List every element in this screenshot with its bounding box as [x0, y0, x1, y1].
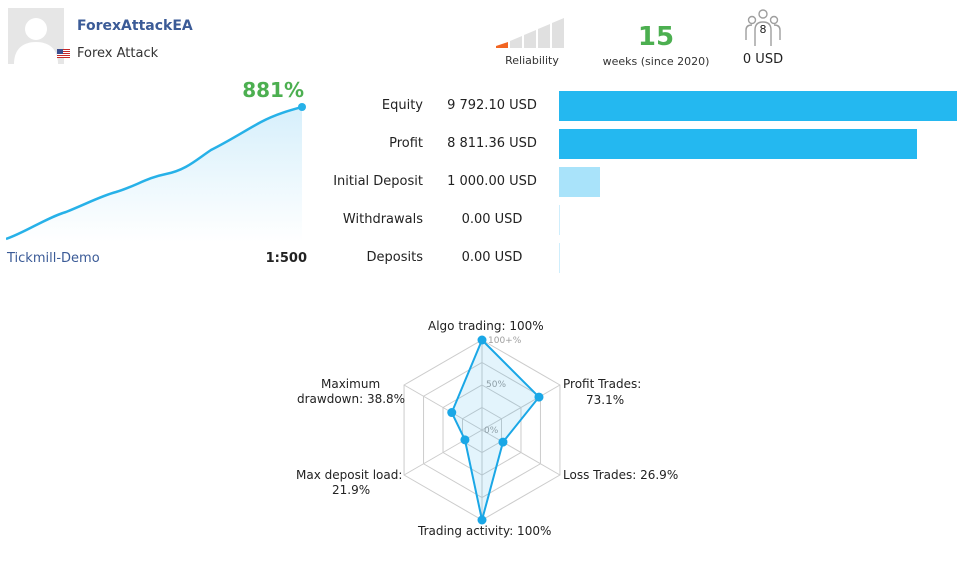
- radar-label-max-deposit-load-value: 21.9%: [332, 483, 371, 497]
- subscribers-value: 0 USD: [742, 52, 784, 67]
- radar-axis-3: [481, 429, 561, 476]
- reliability-bar-1: [496, 42, 508, 48]
- leverage: 1:500: [265, 251, 307, 266]
- stat-bar-withdrawals: [559, 205, 560, 235]
- stat-value-initial-deposit: 1 000.00 USD: [447, 174, 537, 189]
- radar-point-5: [460, 435, 470, 445]
- growth-area: [6, 107, 302, 242]
- reliability-bars: [496, 18, 564, 48]
- growth-chart[interactable]: [6, 100, 308, 242]
- radar-point-2: [534, 392, 544, 402]
- stat-bar-profit: [559, 129, 918, 159]
- radar-chart[interactable]: 100+% 50% 0%: [395, 335, 565, 525]
- radar-axis-6: [403, 384, 483, 431]
- radar-axes: [403, 340, 561, 520]
- radar-label-max-drawdown-value: drawdown: 38.8%: [297, 392, 406, 406]
- radar-ring-label-0: 0%: [484, 426, 499, 436]
- radar-polygon: [450, 338, 541, 521]
- subscribers-icon[interactable]: 8: [742, 8, 784, 50]
- reliability-bar-2: [510, 36, 522, 48]
- radar-point-4: [477, 515, 487, 525]
- reliability-label: Reliability: [505, 54, 559, 67]
- stat-label-profit: Profit: [389, 136, 423, 151]
- reliability-bar-4: [538, 24, 550, 48]
- radar-label-loss-trades: Loss Trades: 26.9%: [563, 468, 679, 482]
- radar-point-3: [498, 437, 508, 447]
- stat-label-deposits: Deposits: [366, 250, 423, 265]
- growth-line: [6, 105, 303, 241]
- radar-label-max-deposit-load-title: Max deposit load:: [296, 468, 403, 482]
- subscribers-count: 8: [760, 23, 767, 36]
- radar-label-max-drawdown-title: Maximum: [321, 377, 381, 391]
- stat-bar-initial-deposit: [559, 167, 600, 197]
- radar-label-profit-trades-value: 73.1%: [586, 393, 625, 407]
- stat-value-profit: 8 811.36 USD: [447, 136, 537, 151]
- stat-bar-deposits: [559, 243, 560, 273]
- radar-axis-2: [481, 384, 561, 431]
- stat-label-initial-deposit: Initial Deposit: [333, 174, 423, 189]
- radar-ring-label-50: 50%: [486, 380, 506, 390]
- growth-endpoint: [298, 103, 306, 111]
- profile-subtitle: Forex Attack: [77, 46, 159, 61]
- radar-ring-label-100: 100+%: [488, 336, 522, 346]
- profile-name[interactable]: ForexAttackEA: [77, 18, 193, 34]
- radar-axis-5: [403, 429, 483, 476]
- weeks-value: 15: [637, 22, 675, 52]
- growth-percent: 881%: [242, 78, 304, 102]
- reliability-bar-5: [552, 18, 564, 48]
- stat-value-equity: 9 792.10 USD: [447, 98, 537, 113]
- stat-value-deposits: 0.00 USD: [461, 250, 523, 265]
- radar-label-trading-activity: Trading activity: 100%: [418, 524, 552, 538]
- radar-label-algo-trading: Algo trading: 100%: [428, 319, 544, 333]
- radar-points: [447, 335, 544, 525]
- broker-link[interactable]: Tickmill-Demo: [7, 251, 100, 266]
- us-flag-icon: [57, 49, 70, 58]
- stat-bar-equity: [559, 91, 957, 121]
- radar-point-1: [477, 335, 487, 345]
- radar-label-profit-trades-title: Profit Trades:: [563, 377, 642, 391]
- stat-label-equity: Equity: [381, 98, 423, 113]
- avatar[interactable]: [8, 8, 64, 64]
- radar-point-6: [447, 408, 457, 418]
- reliability-bar-3: [524, 30, 536, 48]
- weeks-label: weeks (since 2020): [602, 55, 710, 68]
- stat-value-withdrawals: 0.00 USD: [461, 212, 523, 227]
- user-avatar-icon: [14, 18, 58, 64]
- stat-label-withdrawals: Withdrawals: [342, 212, 423, 227]
